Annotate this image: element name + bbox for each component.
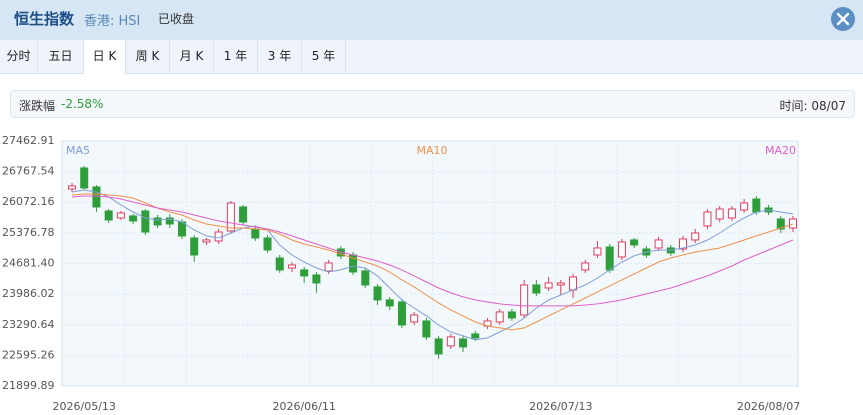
x-tick-label: 2026/08/07	[737, 400, 800, 413]
tab[interactable]: 日 K	[84, 40, 126, 74]
market: 香港: HSI	[84, 14, 141, 29]
close-icon	[836, 12, 850, 26]
candle-body	[532, 284, 541, 294]
candle-body	[361, 270, 370, 286]
candle-body	[92, 186, 101, 208]
y-tick-label: 25376.78	[2, 226, 55, 239]
ma-line	[71, 193, 794, 331]
y-tick-label: 21899.89	[2, 379, 55, 392]
change-label: 涨跌幅	[19, 99, 56, 113]
candle-body	[104, 210, 113, 221]
y-tick-label: 26072.16	[2, 195, 55, 208]
tab[interactable]: 周 K	[126, 40, 170, 73]
candle-body	[617, 241, 626, 258]
candle-body	[141, 210, 150, 233]
candle-body	[226, 202, 235, 232]
candle-body	[630, 239, 639, 246]
candle-body	[679, 238, 688, 250]
candle-body	[691, 232, 700, 241]
tab[interactable]: 分时	[0, 40, 38, 73]
candle-body	[190, 237, 199, 256]
x-tick-label: 2026/07/13	[529, 400, 592, 413]
candle-body	[153, 217, 162, 226]
candle-body	[202, 239, 211, 243]
tab[interactable]: 1 年	[214, 40, 258, 73]
candle-body	[789, 218, 797, 229]
legend-label: MA20	[765, 144, 796, 157]
candle-body	[263, 237, 272, 251]
candle-body	[593, 247, 602, 256]
candle-body	[397, 301, 406, 326]
candle-body	[471, 333, 480, 339]
tab[interactable]: 月 K	[170, 40, 214, 73]
tab[interactable]: 五日	[38, 40, 84, 73]
info-bar: 涨跌幅 -2.58% 时间: 08/07	[10, 90, 855, 118]
candle-body	[324, 262, 333, 272]
y-tick-label: 23986.02	[2, 287, 55, 300]
candle-body	[275, 257, 284, 271]
y-tick-label: 24681.40	[2, 257, 55, 270]
candle-body	[605, 246, 614, 271]
candle-body	[569, 276, 578, 291]
candle-body	[68, 185, 76, 190]
candle-body	[434, 338, 443, 355]
ma-line	[71, 189, 794, 341]
candle-body	[654, 239, 663, 249]
y-tick-label: 23290.64	[2, 318, 55, 331]
candle-body	[312, 274, 321, 284]
candle-body	[495, 311, 504, 323]
candle-body	[239, 206, 248, 223]
candle-body	[373, 286, 382, 301]
y-tick-label: 26767.54	[2, 165, 55, 178]
candle-body	[727, 208, 736, 219]
header: 恒生指数 香港: HSI 已收盘	[0, 0, 863, 40]
candle-body	[459, 338, 468, 348]
candle-body	[385, 299, 394, 307]
chart: 21899.89 22595.26 23290.64 23986.02 24681.40…	[2, 134, 800, 413]
legend-label: MA5	[66, 144, 90, 157]
candle-body	[300, 269, 309, 277]
time: 时间: 08/07	[779, 99, 846, 113]
candle-body	[446, 336, 455, 347]
candle-body	[165, 217, 174, 225]
candle-body	[776, 218, 785, 230]
candle-body	[556, 282, 565, 286]
y-tick-label: 22595.26	[2, 348, 55, 361]
candle-body	[251, 228, 260, 239]
candle-body	[703, 211, 712, 227]
legend-label: MA10	[416, 144, 447, 157]
candle-body	[740, 202, 749, 211]
candle-body	[715, 208, 724, 220]
candle-body	[287, 264, 296, 269]
candle-body	[410, 314, 419, 323]
change-value: -2.58%	[61, 97, 104, 111]
candle-body	[752, 198, 761, 213]
ma-line	[71, 195, 794, 307]
tab[interactable]: 3 年	[258, 40, 302, 73]
candle-body	[544, 282, 553, 289]
candle-body	[507, 311, 516, 319]
tab[interactable]: 5 年	[302, 40, 346, 73]
title: 恒生指数	[14, 10, 75, 28]
candle-body	[422, 320, 431, 338]
x-tick-label: 2026/06/11	[272, 400, 335, 413]
candle-body	[116, 212, 125, 219]
x-tick-label: 2026/05/13	[53, 400, 116, 413]
candle-body	[581, 262, 590, 271]
status: 已收盘	[158, 12, 195, 26]
candle-body	[80, 167, 89, 189]
close-button[interactable]	[831, 7, 855, 31]
candle-body	[129, 215, 138, 222]
candle-body	[520, 284, 529, 316]
y-tick-label: 27462.91	[2, 134, 55, 147]
